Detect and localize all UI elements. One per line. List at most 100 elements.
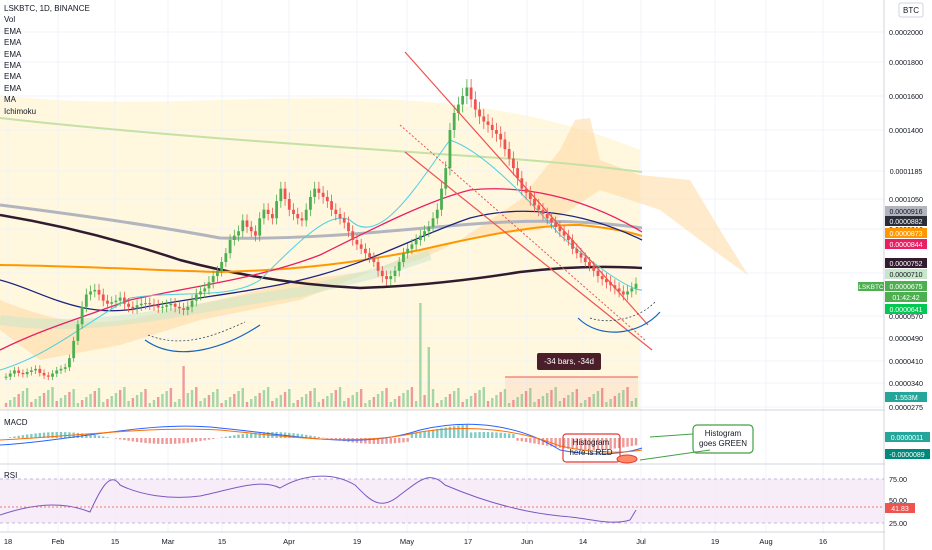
legend-ema-3[interactable]: EMA xyxy=(4,49,22,59)
macd-histogram-bar xyxy=(613,438,617,449)
volume-bar xyxy=(630,401,633,407)
candle-body xyxy=(414,240,418,245)
macd-histogram-bar xyxy=(537,438,540,445)
macd-histogram-bar xyxy=(381,438,384,444)
volume-bar xyxy=(80,400,84,407)
macd-histogram-bar xyxy=(393,438,397,444)
time-tick: Apr xyxy=(283,537,295,546)
macd-histogram-bar xyxy=(309,435,312,438)
time-tick: 17 xyxy=(464,537,472,546)
legend-ema-5[interactable]: EMA xyxy=(4,72,22,82)
volume-bar xyxy=(59,398,63,407)
candle-body xyxy=(8,373,12,377)
candle-body xyxy=(106,300,109,304)
price-label: 0.0000710 xyxy=(889,272,922,279)
macd-histogram-bar xyxy=(410,433,414,438)
volume-bar xyxy=(102,402,105,407)
candle-body xyxy=(469,87,473,100)
volume-bar xyxy=(423,395,426,407)
legend-vol[interactable]: Vol xyxy=(4,15,16,25)
volume-bar xyxy=(118,390,122,407)
measure-label: -34 bars, -34d xyxy=(544,357,594,366)
macd-histogram-bar xyxy=(211,438,215,439)
candle-body xyxy=(541,209,545,214)
price-tick: 0.0000340 xyxy=(889,379,923,388)
volume-bar xyxy=(512,400,515,407)
candle-body xyxy=(338,214,342,219)
candle-body xyxy=(237,231,240,236)
macd-histogram-bar xyxy=(520,438,524,442)
macd-histogram-bar xyxy=(402,438,405,443)
volume-bar xyxy=(520,394,524,407)
macd-histogram-bar xyxy=(38,432,42,438)
macd-histogram-bar xyxy=(571,438,574,450)
candle-body xyxy=(169,303,173,306)
red-note-highlight xyxy=(616,454,638,464)
time-tick: 14 xyxy=(579,537,587,546)
ichimoku-cloud xyxy=(0,118,748,360)
volume-bar xyxy=(507,403,511,407)
candle-body xyxy=(613,285,617,289)
macd-histogram-bar xyxy=(423,431,426,438)
volume-bar xyxy=(537,399,540,407)
volume-bar xyxy=(486,401,490,407)
price-label-box xyxy=(885,281,927,291)
symbol-line[interactable]: LSKBTC, 1D, BINANCE xyxy=(4,4,90,13)
time-tick: 18 xyxy=(4,537,12,546)
legend-ema-2[interactable]: EMA xyxy=(4,38,22,48)
candle-body xyxy=(21,372,25,375)
candle-body xyxy=(486,121,490,125)
macd-pane-label[interactable]: MACD xyxy=(4,418,28,427)
volume-bar xyxy=(444,397,447,407)
macd-histogram-bar xyxy=(85,433,88,438)
volume-bar xyxy=(42,393,46,407)
macd-histogram-bar xyxy=(250,433,253,438)
candle-body xyxy=(118,297,122,301)
candle-body xyxy=(621,291,625,295)
legend-ema-1[interactable]: EMA xyxy=(4,26,22,36)
macd-histogram-bar xyxy=(190,438,194,443)
macd-histogram-bar xyxy=(63,432,67,438)
rsi-value: 41.83 xyxy=(891,506,909,513)
macd-histogram-bar xyxy=(178,438,181,444)
rsi-value-box xyxy=(885,503,915,513)
volume-bar xyxy=(334,390,337,407)
candle-body xyxy=(127,303,131,307)
volume-bar xyxy=(195,387,198,407)
candle-body xyxy=(55,370,59,374)
volume-bar xyxy=(203,398,206,407)
ema-black xyxy=(0,213,643,290)
legend-ma[interactable]: MA xyxy=(4,95,16,105)
rsi-band xyxy=(0,479,884,523)
volume-bar xyxy=(529,388,532,407)
candle-body xyxy=(583,257,587,262)
volume-bar xyxy=(550,390,553,407)
volume-bar xyxy=(351,395,354,407)
macd-histogram-bar xyxy=(30,433,33,438)
measure-label-box xyxy=(537,353,601,370)
macd-histogram-bar xyxy=(596,438,600,450)
volume-bar xyxy=(567,395,570,407)
candle-body xyxy=(482,116,486,122)
candle-body xyxy=(617,288,621,292)
volume-bar xyxy=(85,397,88,407)
rsi-pane-label[interactable]: RSI xyxy=(4,471,18,480)
macd-histogram-bar xyxy=(524,438,528,443)
macd-histogram-bar xyxy=(34,433,37,438)
price-tick: 0.0001600 xyxy=(889,92,923,101)
macd-histogram-bar xyxy=(47,432,50,438)
volume-bar xyxy=(97,388,101,407)
candle-body xyxy=(292,209,295,214)
price-tick: 0.0001050 xyxy=(889,195,923,204)
candle-body xyxy=(152,304,156,306)
volume-bar xyxy=(622,390,625,407)
legend-ichimoku[interactable]: Ichimoku xyxy=(4,106,37,116)
volume-bar xyxy=(186,393,190,407)
legend-ema-6[interactable]: EMA xyxy=(4,83,22,93)
channel-bottom xyxy=(404,151,653,351)
legend-ema-4[interactable]: EMA xyxy=(4,61,22,71)
price-label-box xyxy=(885,292,927,302)
arc-2 xyxy=(577,311,661,333)
time-tick: 15 xyxy=(218,537,226,546)
